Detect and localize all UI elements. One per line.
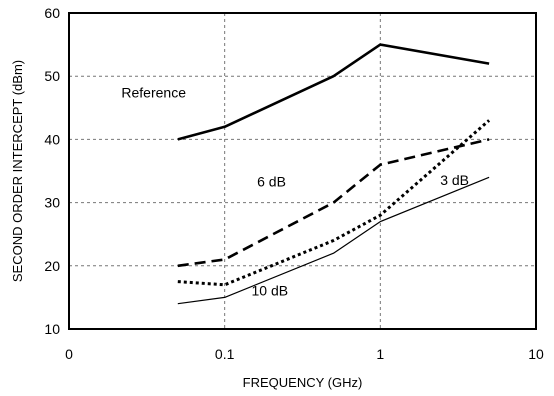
x-tick-label-0-1: 0.1 xyxy=(215,346,235,362)
annotation-reference: Reference xyxy=(121,85,186,101)
x-tick-label-1: 1 xyxy=(376,346,384,362)
x-axis-label: FREQUENCY (GHz) xyxy=(243,375,363,390)
series-lines xyxy=(177,43,491,305)
x-tick-label-0: 0 xyxy=(65,346,73,362)
y-tick-label-20: 20 xyxy=(44,258,60,274)
x-tick-label-10: 10 xyxy=(528,346,544,362)
series-line-3-db xyxy=(177,119,491,287)
y-tick-label-60: 60 xyxy=(44,5,60,21)
series-line-reference xyxy=(177,43,490,141)
series-line-6-db xyxy=(177,138,490,268)
y-tick-label-30: 30 xyxy=(44,195,60,211)
annotation-3-db: 3 dB xyxy=(440,172,469,188)
y-axis-ticks: 10 20 30 40 50 60 xyxy=(44,5,60,337)
y-tick-label-50: 50 xyxy=(44,68,60,84)
series-line-10-db xyxy=(177,176,490,305)
y-tick-label-10: 10 xyxy=(44,321,60,337)
annotation-6-db: 6 dB xyxy=(257,174,286,190)
series-annotations: Reference 6 dB 3 dB 10 dB xyxy=(121,85,469,299)
plot-frame xyxy=(68,12,537,330)
grid-lines xyxy=(69,13,536,329)
x-axis-ticks: 0 0.1 1 10 xyxy=(65,346,544,362)
annotation-10-db: 10 dB xyxy=(252,282,289,298)
y-tick-label-40: 40 xyxy=(44,131,60,147)
y-axis-label: SECOND ORDER INTERCEPT (dBm) xyxy=(10,60,25,282)
